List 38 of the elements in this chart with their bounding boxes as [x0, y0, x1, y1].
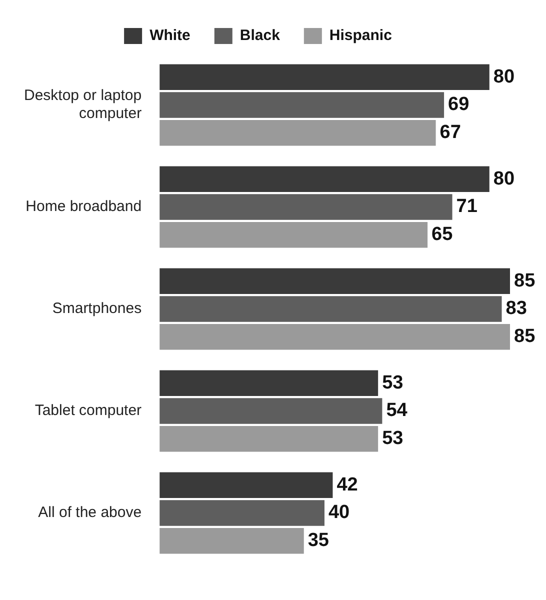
- data-label: 83: [506, 298, 527, 320]
- data-label: 85: [514, 270, 536, 292]
- data-label: 53: [382, 372, 404, 394]
- bar: [160, 92, 444, 118]
- bar: [160, 120, 436, 146]
- bar: [160, 268, 510, 294]
- data-label: 65: [432, 224, 454, 246]
- bar: [160, 166, 490, 192]
- y-tick-label: Smartphones: [52, 300, 142, 318]
- bar: [160, 222, 428, 248]
- bar: [160, 194, 452, 220]
- bar: [160, 324, 510, 350]
- data-label: 80: [493, 168, 515, 190]
- bar: [160, 398, 382, 424]
- bar: [160, 296, 502, 322]
- data-label: 53: [382, 428, 404, 450]
- legend-label: Black: [240, 27, 281, 44]
- y-tick-label: Tablet computer: [34, 402, 142, 420]
- data-label: 40: [328, 502, 350, 524]
- y-tick-label: Desktop or laptop computer: [24, 87, 142, 122]
- y-tick-label: Home broadband: [26, 198, 142, 216]
- data-label: 80: [493, 66, 515, 88]
- data-label: 54: [386, 400, 408, 422]
- data-label: 35: [308, 530, 330, 552]
- bar: [160, 528, 304, 554]
- legend-label: White: [150, 27, 190, 44]
- data-label: 85: [514, 326, 536, 348]
- bar: [160, 370, 378, 396]
- bar: [160, 472, 333, 498]
- legend-label: Hispanic: [329, 27, 392, 44]
- data-label: 42: [336, 474, 358, 496]
- bar: [160, 64, 490, 90]
- bar: [160, 426, 378, 452]
- data-label: 67: [440, 122, 461, 144]
- data-label: 71: [456, 196, 478, 218]
- y-tick-label: All of the above: [38, 504, 142, 522]
- bar: [160, 500, 324, 526]
- data-label: 69: [448, 94, 470, 116]
